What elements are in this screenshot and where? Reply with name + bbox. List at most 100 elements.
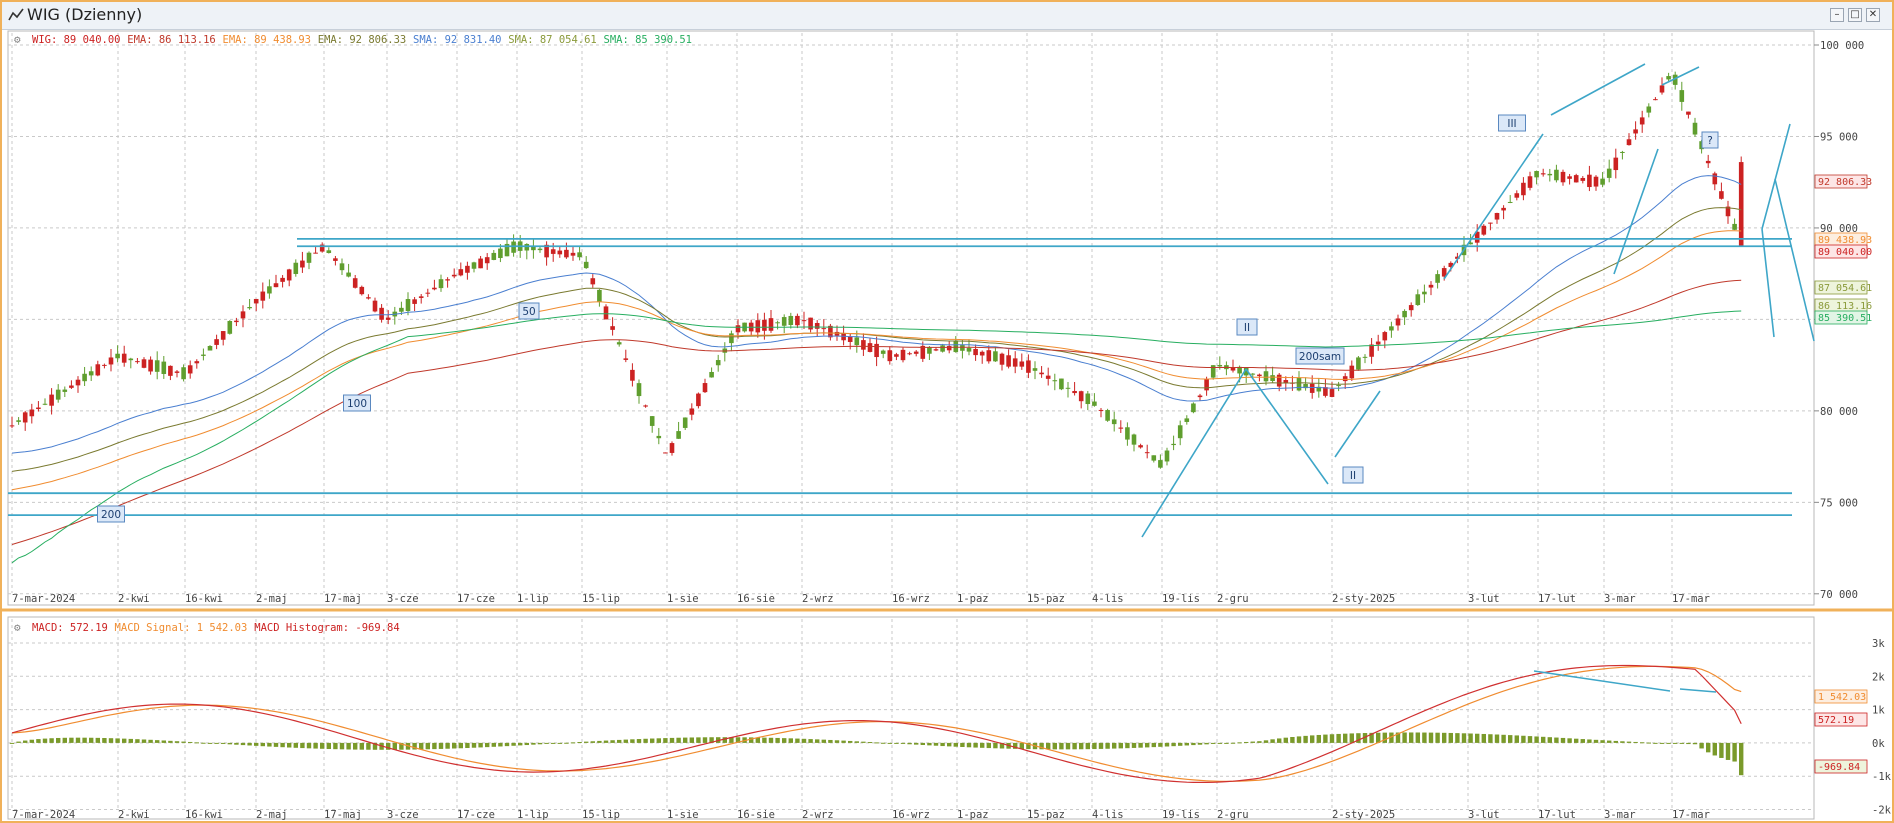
candle-body bbox=[696, 393, 701, 407]
histogram-bar bbox=[23, 740, 28, 743]
candle-body bbox=[1626, 139, 1632, 146]
histogram-bar bbox=[636, 739, 642, 743]
histogram-bar bbox=[42, 738, 48, 743]
candle-body bbox=[1065, 387, 1071, 389]
histogram-bar bbox=[452, 742, 457, 749]
candle-body bbox=[524, 243, 530, 251]
histogram-bar bbox=[155, 740, 160, 743]
window-title: WIG (Dzienny) bbox=[27, 5, 143, 24]
histogram-bar bbox=[1514, 735, 1519, 743]
histogram-bar bbox=[801, 738, 807, 743]
candle-body bbox=[306, 252, 312, 263]
minimize-button[interactable]: – bbox=[1830, 8, 1844, 22]
histogram-bar bbox=[1455, 733, 1460, 743]
candle-body bbox=[1158, 460, 1163, 468]
restore-button[interactable]: □ bbox=[1848, 8, 1862, 22]
histogram-bar bbox=[478, 742, 483, 748]
price-badge bbox=[1814, 174, 1868, 189]
histogram-bar bbox=[353, 742, 358, 750]
histogram-bar bbox=[260, 742, 265, 747]
histogram-bar bbox=[980, 742, 985, 748]
candle-body bbox=[1600, 178, 1605, 185]
candle-body bbox=[966, 347, 972, 352]
candle-body bbox=[1184, 418, 1190, 422]
candle-body bbox=[1151, 455, 1157, 461]
candle-body bbox=[1646, 106, 1652, 113]
candle-body bbox=[1131, 434, 1137, 445]
candle-body bbox=[656, 435, 662, 439]
title-bar[interactable]: WIG (Dzienny) – □ ✕ bbox=[2, 2, 1892, 30]
histogram-bar bbox=[1085, 742, 1090, 750]
annotation-label: II bbox=[1350, 470, 1356, 482]
histogram-bar bbox=[1494, 734, 1500, 743]
histogram-bar bbox=[1567, 738, 1572, 743]
histogram-bar bbox=[623, 739, 628, 743]
candle-body bbox=[115, 353, 120, 359]
candle-body bbox=[333, 258, 338, 261]
histogram-bar bbox=[986, 742, 991, 749]
candle-body bbox=[735, 325, 741, 333]
annotation-box bbox=[1342, 466, 1364, 484]
candle-body bbox=[491, 252, 497, 260]
histogram-bar bbox=[1739, 742, 1744, 776]
histogram-bar bbox=[214, 742, 219, 744]
close-button[interactable]: ✕ bbox=[1866, 8, 1880, 22]
candle-body bbox=[702, 383, 708, 393]
histogram-bar bbox=[650, 738, 655, 743]
candle-body bbox=[359, 286, 365, 295]
trend-line bbox=[1334, 390, 1381, 458]
candle-body bbox=[1303, 383, 1308, 389]
legend-item: EMA: 86 113.16 bbox=[127, 34, 216, 46]
histogram-bar bbox=[1646, 742, 1651, 744]
price-tick-label: 100 000 bbox=[1820, 40, 1864, 52]
price-tick-label: 70 000 bbox=[1820, 589, 1858, 601]
histogram-bar bbox=[1211, 742, 1216, 744]
trend-line bbox=[1245, 368, 1329, 485]
candle-body bbox=[247, 307, 252, 309]
histogram-bar bbox=[867, 742, 873, 744]
candle-body bbox=[1191, 403, 1196, 413]
candle-body bbox=[445, 279, 450, 281]
histogram-bar bbox=[749, 737, 754, 743]
candle-body bbox=[729, 333, 734, 344]
candle-body bbox=[1171, 443, 1176, 446]
histogram-bar bbox=[399, 742, 404, 750]
candle-body bbox=[22, 412, 28, 423]
candle-body bbox=[201, 354, 206, 356]
histogram-bar bbox=[1257, 741, 1262, 743]
chart-area[interactable]: 7-mar-2024 2-kwi 16-kwi 2-maj 17-maj 3-cze 17-… bbox=[2, 29, 1892, 821]
histogram-bar bbox=[1092, 742, 1097, 750]
candle-body bbox=[1613, 157, 1619, 171]
histogram-bar bbox=[1534, 736, 1539, 743]
annotation-box bbox=[1498, 114, 1526, 132]
histogram-bar bbox=[1125, 742, 1130, 749]
candle-body bbox=[478, 258, 483, 269]
macd-panel[interactable]: 7-mar-2024 2-kwi 16-kwi 2-maj 17-maj 3-cze 17-… bbox=[7, 616, 1892, 821]
candle-body bbox=[1422, 291, 1427, 295]
histogram-bar bbox=[438, 742, 444, 749]
histogram-bar bbox=[1349, 733, 1354, 743]
date-label: 2-wrz bbox=[802, 809, 834, 821]
legend-item: MACD Signal: 1 542.03 bbox=[115, 622, 248, 634]
histogram-bar bbox=[834, 740, 840, 743]
price-panel[interactable]: 7-mar-2024 2-kwi 16-kwi 2-maj 17-maj 3-cze 17-… bbox=[2, 30, 1892, 612]
candle-body bbox=[1078, 391, 1084, 402]
histogram-bar bbox=[227, 742, 232, 745]
date-label: 3-lut bbox=[1468, 593, 1500, 605]
trend-line bbox=[1774, 178, 1815, 342]
candle-body bbox=[458, 269, 464, 276]
histogram-bar bbox=[287, 742, 292, 748]
sma-line bbox=[11, 175, 1742, 454]
histogram-bar bbox=[1296, 736, 1302, 743]
candle-body bbox=[1257, 374, 1262, 377]
legend-item: EMA: 92 806.33 bbox=[318, 34, 407, 46]
candle-body bbox=[511, 241, 516, 253]
macd-badge-label: 1 542.03 bbox=[1818, 692, 1866, 703]
candle-body bbox=[95, 364, 101, 376]
annotation-label: 50 bbox=[522, 306, 535, 318]
candle-body bbox=[432, 287, 437, 290]
date-label: 3-mar bbox=[1604, 593, 1636, 605]
histogram-bar bbox=[1600, 740, 1605, 743]
histogram-bar bbox=[1059, 742, 1064, 750]
trend-line bbox=[1661, 66, 1700, 86]
